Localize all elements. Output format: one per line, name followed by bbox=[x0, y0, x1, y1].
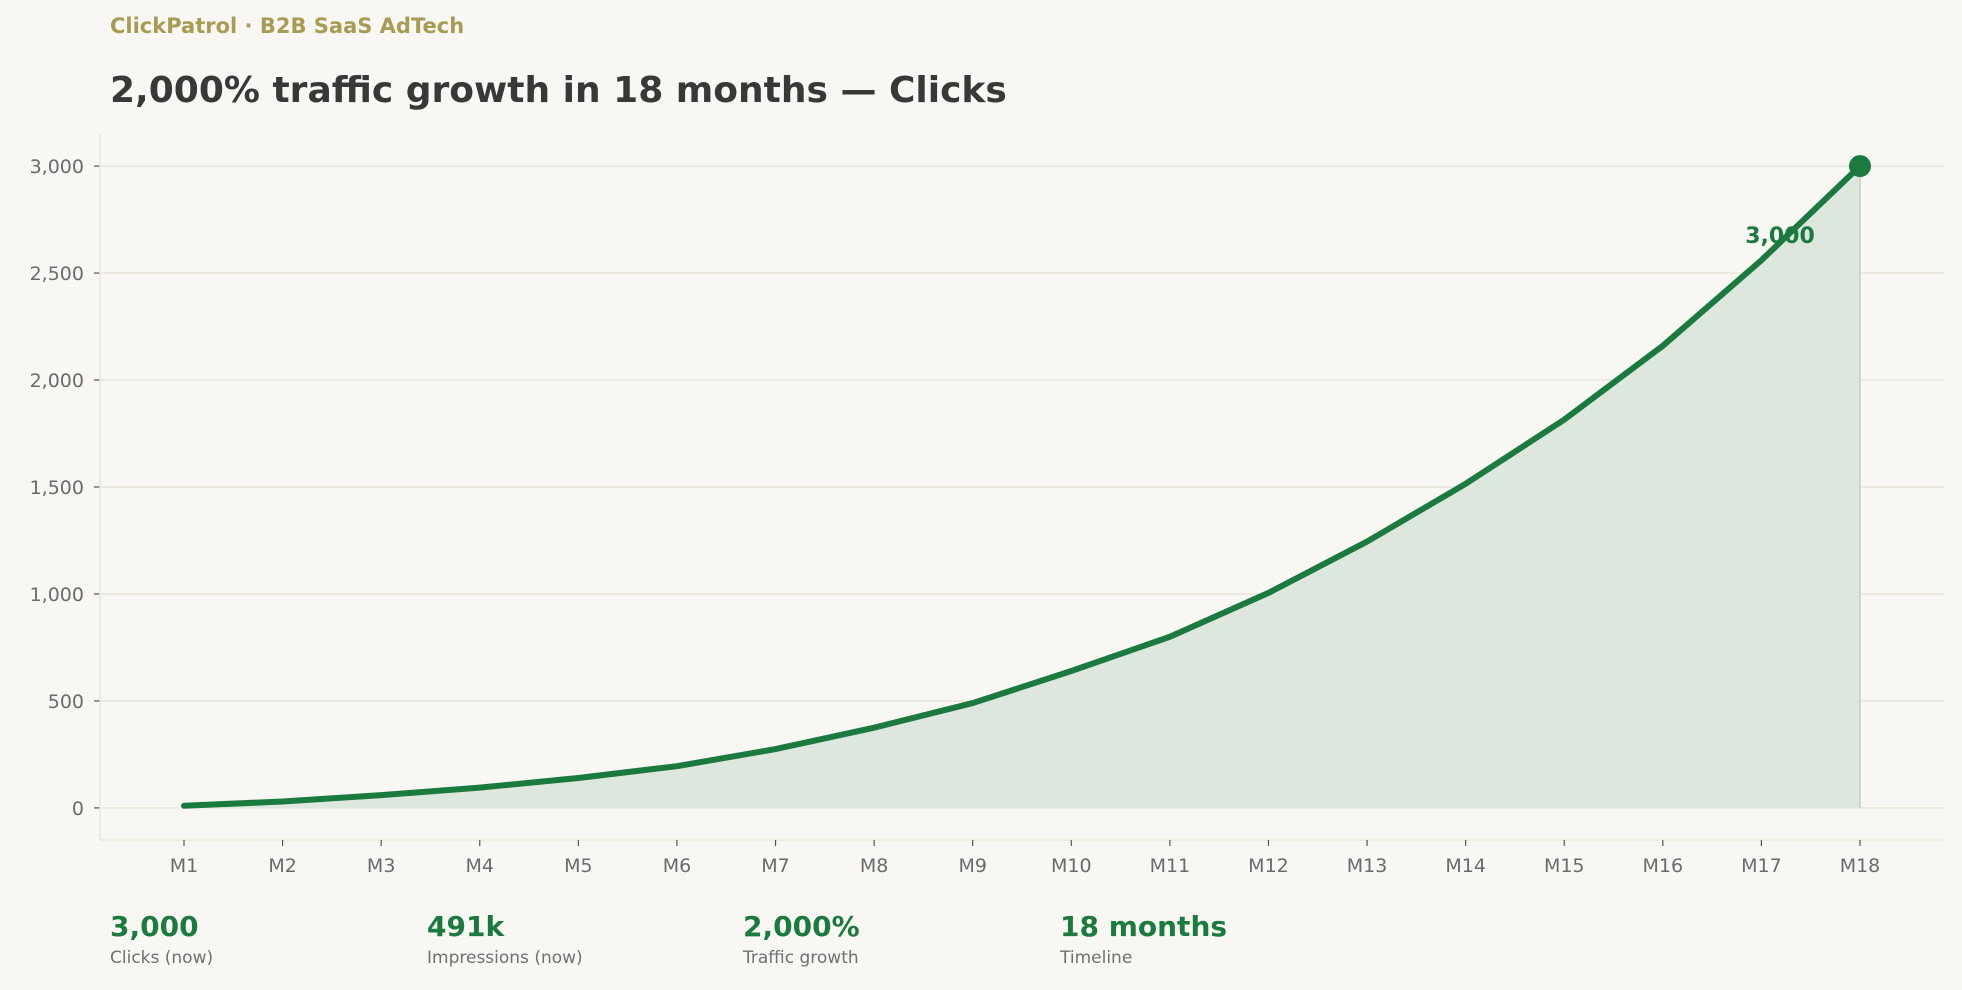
kpi-label: Clicks (now) bbox=[110, 947, 214, 968]
kpi-value: 18 months bbox=[1060, 910, 1228, 943]
x-tick-label: M15 bbox=[1544, 855, 1585, 877]
x-tick-label: M16 bbox=[1643, 855, 1684, 877]
kpi-clicks: 3,000 Clicks (now) bbox=[110, 910, 213, 968]
kpi-label: Impressions (now) bbox=[427, 947, 583, 968]
x-tick-label: M17 bbox=[1741, 855, 1782, 877]
kpi-value: 2,000% bbox=[743, 910, 860, 943]
kpi-growth: 2,000% Traffic growth bbox=[743, 910, 860, 968]
x-tick-label: M13 bbox=[1347, 855, 1388, 877]
y-tick-label: 2,000 bbox=[30, 370, 84, 392]
x-tick-label: M4 bbox=[466, 855, 494, 877]
x-tick-label: M11 bbox=[1150, 855, 1191, 877]
x-tick-label: M12 bbox=[1248, 855, 1289, 877]
kpi-value: 3,000 bbox=[110, 910, 199, 943]
y-tick-label: 1,000 bbox=[30, 584, 84, 606]
end-value-label: 3,000 bbox=[1745, 224, 1815, 249]
x-tick-label: M3 bbox=[367, 855, 395, 877]
chart-title: 2,000% traffic growth in 18 months — Cli… bbox=[110, 70, 1007, 111]
area-fill bbox=[184, 166, 1860, 808]
kpi-value: 491k bbox=[427, 910, 505, 943]
y-tick-label: 1,500 bbox=[30, 477, 84, 499]
y-tick-label: 3,000 bbox=[30, 156, 84, 178]
kpi-label: Traffic growth bbox=[743, 947, 859, 968]
x-tick-label: M2 bbox=[268, 855, 296, 877]
kpi-label: Timeline bbox=[1060, 947, 1133, 968]
y-tick-label: 500 bbox=[48, 691, 84, 713]
kpi-timeline: 18 months Timeline bbox=[1060, 910, 1227, 968]
x-tick-label: M9 bbox=[958, 855, 986, 877]
x-tick-label: M1 bbox=[170, 855, 198, 877]
y-tick-label: 0 bbox=[72, 798, 84, 820]
brand-eyebrow: ClickPatrol · B2B SaaS AdTech bbox=[110, 14, 465, 38]
y-tick-label: 2,500 bbox=[30, 263, 84, 285]
x-tick-label: M10 bbox=[1051, 855, 1092, 877]
end-point-marker bbox=[1849, 155, 1871, 178]
x-tick-label: M5 bbox=[564, 855, 592, 877]
series-line bbox=[181, 163, 1863, 809]
x-tick-label: M18 bbox=[1840, 855, 1881, 877]
x-tick-label: M6 bbox=[663, 855, 691, 877]
x-tick-label: M8 bbox=[860, 855, 888, 877]
x-tick-label: M7 bbox=[761, 855, 789, 877]
x-tick-label: M14 bbox=[1445, 855, 1486, 877]
kpi-impressions: 491k Impressions (now) bbox=[427, 910, 583, 968]
